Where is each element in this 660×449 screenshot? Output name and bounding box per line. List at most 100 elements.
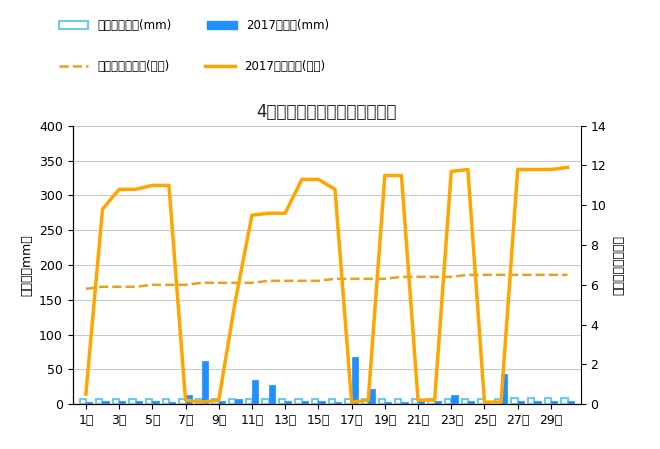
日照時間平年値(時間) [464, 272, 472, 277]
2017日照時間(時間) [364, 397, 372, 403]
日照時間平年値(時間) [497, 272, 505, 277]
Bar [213, 399, 218, 404]
2017日照時間(時間) [381, 173, 389, 178]
2017日照時間(時間) [464, 167, 472, 172]
Bar [495, 399, 501, 404]
日照時間平年値(時間) [281, 278, 289, 283]
2017日照時間(時間) [165, 183, 173, 188]
2017日照時間(時間) [513, 167, 521, 172]
日照時間平年値(時間) [513, 272, 521, 277]
日照時間平年値(時間) [564, 272, 572, 277]
2017日照時間(時間) [132, 187, 140, 192]
Bar [418, 401, 424, 404]
Bar [296, 399, 302, 404]
2017日照時間(時間) [182, 397, 189, 403]
2017日照時間(時間) [564, 165, 572, 170]
2017日照時間(時間) [431, 397, 439, 403]
Bar [113, 399, 119, 404]
日照時間平年値(時間) [98, 284, 106, 290]
Bar [478, 399, 484, 404]
2017日照時間(時間) [331, 187, 339, 192]
Bar [262, 399, 269, 404]
Bar [86, 402, 92, 404]
Bar [401, 402, 408, 404]
Bar [445, 399, 451, 404]
日照時間平年値(時間) [82, 286, 90, 291]
日照時間平年値(時間) [447, 274, 455, 280]
日照時間平年値(時間) [115, 284, 123, 290]
2017日照時間(時間) [414, 397, 422, 403]
Bar [80, 399, 86, 404]
Bar [312, 399, 318, 404]
日照時間平年値(時間) [198, 280, 206, 286]
日照時間平年値(時間) [182, 282, 189, 287]
2017日照時間(時間) [98, 207, 106, 212]
Bar [329, 399, 335, 404]
2017日照時間(時間) [547, 167, 555, 172]
2017日照時間(時間) [198, 400, 206, 405]
日照時間平年値(時間) [148, 282, 156, 287]
日照時間平年値(時間) [248, 280, 256, 286]
Bar [136, 401, 142, 404]
Bar [269, 385, 275, 404]
Legend: 日照時間平年値(時間), 2017日照時間(時間): 日照時間平年値(時間), 2017日照時間(時間) [59, 60, 325, 73]
Bar [368, 389, 374, 404]
Y-axis label: 降水量（mm）: 降水量（mm） [20, 234, 34, 296]
Bar [451, 395, 457, 404]
日照時間平年値(時間) [364, 276, 372, 282]
2017日照時間(時間) [265, 211, 273, 216]
Bar [102, 401, 109, 404]
Bar [285, 401, 292, 404]
Bar [412, 399, 418, 404]
Bar [202, 361, 209, 404]
Bar [218, 401, 225, 404]
Bar [484, 401, 491, 404]
Bar [318, 401, 325, 404]
2017日照時間(時間) [447, 169, 455, 174]
2017日照時間(時間) [397, 173, 405, 178]
Bar [96, 399, 102, 404]
2017日照時間(時間) [148, 183, 156, 188]
日照時間平年値(時間) [547, 272, 555, 277]
Bar [461, 399, 468, 404]
2017日照時間(時間) [480, 400, 488, 405]
Bar [129, 399, 136, 404]
Bar [236, 399, 242, 404]
日照時間平年値(時間) [214, 280, 222, 286]
日照時間平年値(時間) [331, 276, 339, 282]
Bar [551, 401, 557, 404]
日照時間平年値(時間) [414, 274, 422, 280]
Line: 2017日照時間(時間): 2017日照時間(時間) [86, 167, 568, 402]
Legend: 降水量平年値(mm), 2017降水量(mm): 降水量平年値(mm), 2017降水量(mm) [59, 19, 329, 32]
Line: 日照時間平年値(時間): 日照時間平年値(時間) [86, 275, 568, 289]
Bar [252, 380, 258, 404]
2017日照時間(時間) [298, 177, 306, 182]
日照時間平年値(時間) [298, 278, 306, 283]
2017日照時間(時間) [248, 212, 256, 218]
2017日照時間(時間) [497, 400, 505, 405]
Bar [528, 398, 535, 404]
Bar [512, 398, 517, 404]
Bar [335, 402, 341, 404]
Bar [169, 402, 176, 404]
日照時間平年値(時間) [348, 276, 356, 282]
Bar [246, 399, 252, 404]
2017日照時間(時間) [82, 392, 90, 397]
Bar [435, 401, 441, 404]
Bar [468, 401, 474, 404]
Bar [345, 399, 352, 404]
Bar [517, 401, 524, 404]
Bar [229, 399, 236, 404]
日照時間平年値(時間) [397, 274, 405, 280]
Bar [302, 401, 308, 404]
Bar [196, 399, 202, 404]
日照時間平年値(時間) [165, 282, 173, 287]
Bar [180, 399, 185, 404]
日照時間平年値(時間) [314, 278, 322, 283]
2017日照時間(時間) [531, 167, 539, 172]
2017日照時間(時間) [314, 177, 322, 182]
日照時間平年値(時間) [381, 276, 389, 282]
Bar [568, 401, 574, 404]
Bar [428, 399, 435, 404]
Bar [544, 398, 551, 404]
